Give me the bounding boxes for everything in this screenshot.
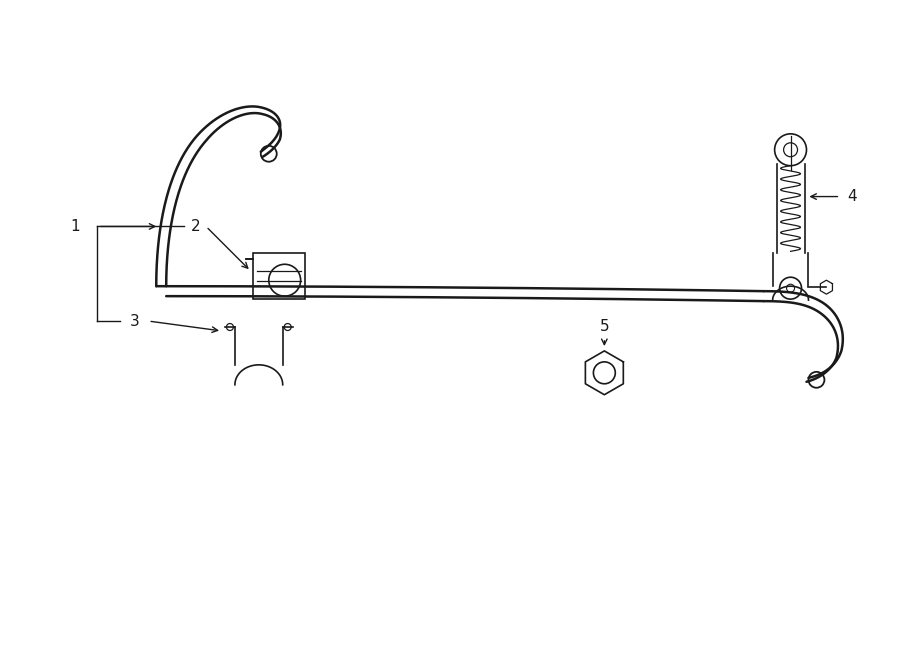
Bar <box>253 253 304 299</box>
Text: 4: 4 <box>848 189 857 204</box>
Text: 2: 2 <box>192 219 201 234</box>
Text: 1: 1 <box>71 219 80 234</box>
Text: 3: 3 <box>130 313 140 329</box>
Text: 5: 5 <box>599 319 609 334</box>
